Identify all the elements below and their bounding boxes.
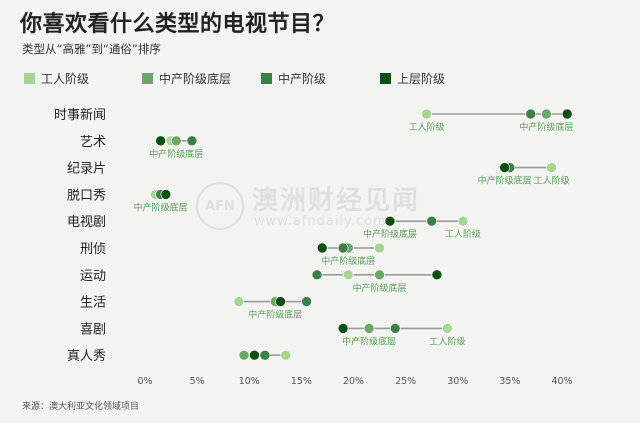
dot-working-class	[233, 296, 245, 307]
dot-lower-middle-class	[238, 349, 250, 361]
legend-swatch-upper-class	[380, 73, 391, 84]
dot-middle-class	[337, 242, 349, 254]
dot-middle-class	[525, 108, 537, 120]
category-label: 运动	[80, 269, 106, 284]
dot-lower-middle-class	[170, 135, 182, 147]
dot-upper-class	[384, 215, 396, 227]
watermark-text: 澳洲财经见闻	[252, 186, 421, 216]
legend-swatch-working-class	[24, 73, 35, 84]
point-annotation: 中产阶级底层	[248, 309, 302, 321]
point-annotation: 中产阶级底层	[321, 255, 375, 267]
watermark: AFN 澳洲财经见闻 www.afndaily.com	[196, 178, 446, 234]
legend-item-upper-class: 上层阶级	[380, 70, 445, 87]
point-annotation: 中产阶级底层	[353, 282, 407, 294]
watermark-logo: AFN	[196, 182, 244, 230]
dot-middle-class	[426, 215, 437, 227]
dot-upper-class	[561, 108, 573, 120]
legend-item-working-class: 工人阶级	[24, 70, 89, 87]
point-annotation: 中产阶级底层	[134, 201, 188, 213]
dot-working-class	[342, 269, 354, 281]
x-tick-label: 0%	[137, 376, 152, 387]
dot-lower-middle-class	[363, 323, 375, 334]
x-tick-label: 10%	[239, 376, 260, 387]
dot-upper-class	[155, 135, 166, 147]
dot-lower-middle-class	[541, 108, 552, 120]
legend-swatch-lower-middle-class	[142, 73, 153, 84]
dot-middle-class	[389, 323, 401, 334]
point-annotation: 中产阶级底层	[149, 148, 203, 160]
x-tick-label: 5%	[190, 376, 205, 387]
dot-middle-class	[311, 269, 323, 281]
chart-title: 你喜欢看什么类型的电视节目？	[20, 12, 336, 37]
point-annotation: 工人阶级	[429, 335, 465, 347]
category-label: 艺术	[80, 135, 106, 150]
dot-upper-class	[316, 242, 328, 254]
category-label: 电视剧	[67, 215, 106, 230]
dot-working-class	[442, 323, 453, 334]
dot-working-class	[280, 349, 292, 361]
x-tick-label: 30%	[447, 376, 468, 387]
category-label: 时事新闻	[54, 107, 106, 123]
dot-middle-class	[259, 349, 271, 361]
point-annotation: 中产阶级底层	[342, 335, 396, 347]
legend-label-working-class: 工人阶级	[41, 72, 90, 86]
point-annotation: 中产阶级底层	[363, 228, 417, 240]
legend-item-middle-class: 中产阶级	[261, 70, 326, 87]
dot-upper-class	[160, 189, 172, 200]
dot-working-class	[374, 242, 385, 254]
point-annotation: 工人阶级	[445, 228, 481, 240]
x-tick-label: 20%	[343, 376, 364, 387]
dot-upper-class	[499, 162, 510, 173]
dot-working-class	[421, 108, 432, 120]
x-tick-label: 15%	[291, 376, 312, 387]
category-label: 生活	[80, 296, 106, 311]
category-label: 脱口秀	[67, 188, 106, 203]
point-annotation: 工人阶级	[534, 175, 570, 187]
dot-upper-class	[337, 323, 349, 334]
dot-upper-class	[275, 296, 286, 307]
legend-item-lower-middle-class: 中产阶级底层	[142, 70, 231, 87]
x-tick-label: 35%	[499, 376, 520, 387]
legend-label-upper-class: 上层阶级	[397, 72, 446, 86]
dot-working-class	[457, 215, 469, 227]
legend-swatch-middle-class	[261, 73, 272, 84]
category-label: 刑侦	[80, 242, 106, 257]
category-label: 真人秀	[67, 349, 106, 364]
point-annotation: 中产阶级底层	[478, 175, 532, 187]
x-tick-label: 40%	[551, 376, 572, 387]
dot-middle-class	[301, 296, 312, 307]
category-label: 纪录片	[67, 162, 106, 177]
dot-upper-class	[249, 349, 260, 361]
point-annotation: 中产阶级底层	[519, 121, 573, 133]
legend-label-middle-class: 中产阶级	[278, 72, 327, 86]
watermark-url: www.afndaily.com	[254, 214, 387, 229]
dot-working-class	[546, 162, 557, 173]
dot-middle-class	[186, 135, 198, 147]
point-annotation: 工人阶级	[408, 121, 444, 133]
category-label: 喜剧	[80, 322, 106, 337]
x-tick-label: 25%	[395, 376, 416, 387]
dot-upper-class	[431, 269, 443, 281]
source-note: 来源：澳大利亚文化领域项目	[22, 402, 140, 412]
chart-subtitle: 类型从“高雅”到“通俗”排序	[22, 42, 161, 56]
legend-label-lower-middle-class: 中产阶级底层	[159, 72, 232, 86]
dot-lower-middle-class	[374, 269, 385, 281]
